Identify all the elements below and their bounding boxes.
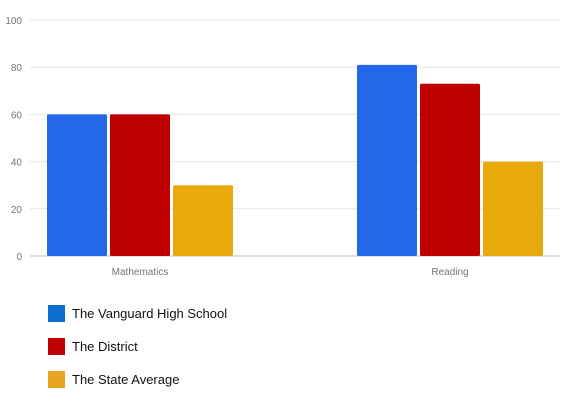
- bar-mathematics-series-2: [173, 185, 233, 256]
- y-axis-ticks: 0 20 40 60 80 100: [5, 16, 22, 263]
- legend-label-vanguard: The Vanguard High School: [72, 305, 228, 321]
- y-tick-label: 40: [11, 158, 23, 169]
- legend: The Vanguard High School The District Th…: [48, 303, 227, 402]
- legend-label-state-average: The State Average: [72, 371, 180, 387]
- bar-mathematics-series-1: [110, 114, 170, 257]
- y-tick-label: 60: [11, 110, 23, 121]
- y-tick-label: 100: [5, 16, 22, 27]
- bars: [47, 64, 543, 257]
- legend-item-vanguard: The Vanguard High School: [48, 303, 227, 323]
- bar-reading-series-2: [483, 161, 543, 256]
- x-category-label: Mathematics: [112, 267, 169, 278]
- x-axis-category-labels: Mathematics Reading: [112, 267, 469, 278]
- bar-reading-series-1: [420, 83, 480, 256]
- y-tick-label: 0: [16, 252, 22, 263]
- legend-label-district: The District: [72, 338, 138, 354]
- bar-chart: 0 20 40 60 80 100 Mathematics Reading: [5, 16, 560, 278]
- legend-item-district: The District: [48, 336, 227, 356]
- y-tick-label: 20: [11, 205, 23, 216]
- x-category-label: Reading: [431, 267, 468, 278]
- y-tick-label: 80: [11, 63, 23, 74]
- legend-swatch-district: [48, 337, 65, 355]
- gridlines: [30, 19, 560, 257]
- legend-swatch-state-average: [48, 370, 65, 388]
- bar-mathematics-series-0: [47, 114, 107, 257]
- bar-reading-series-0: [357, 64, 417, 256]
- legend-item-state-average: The State Average: [48, 369, 227, 389]
- legend-swatch-vanguard: [48, 304, 65, 322]
